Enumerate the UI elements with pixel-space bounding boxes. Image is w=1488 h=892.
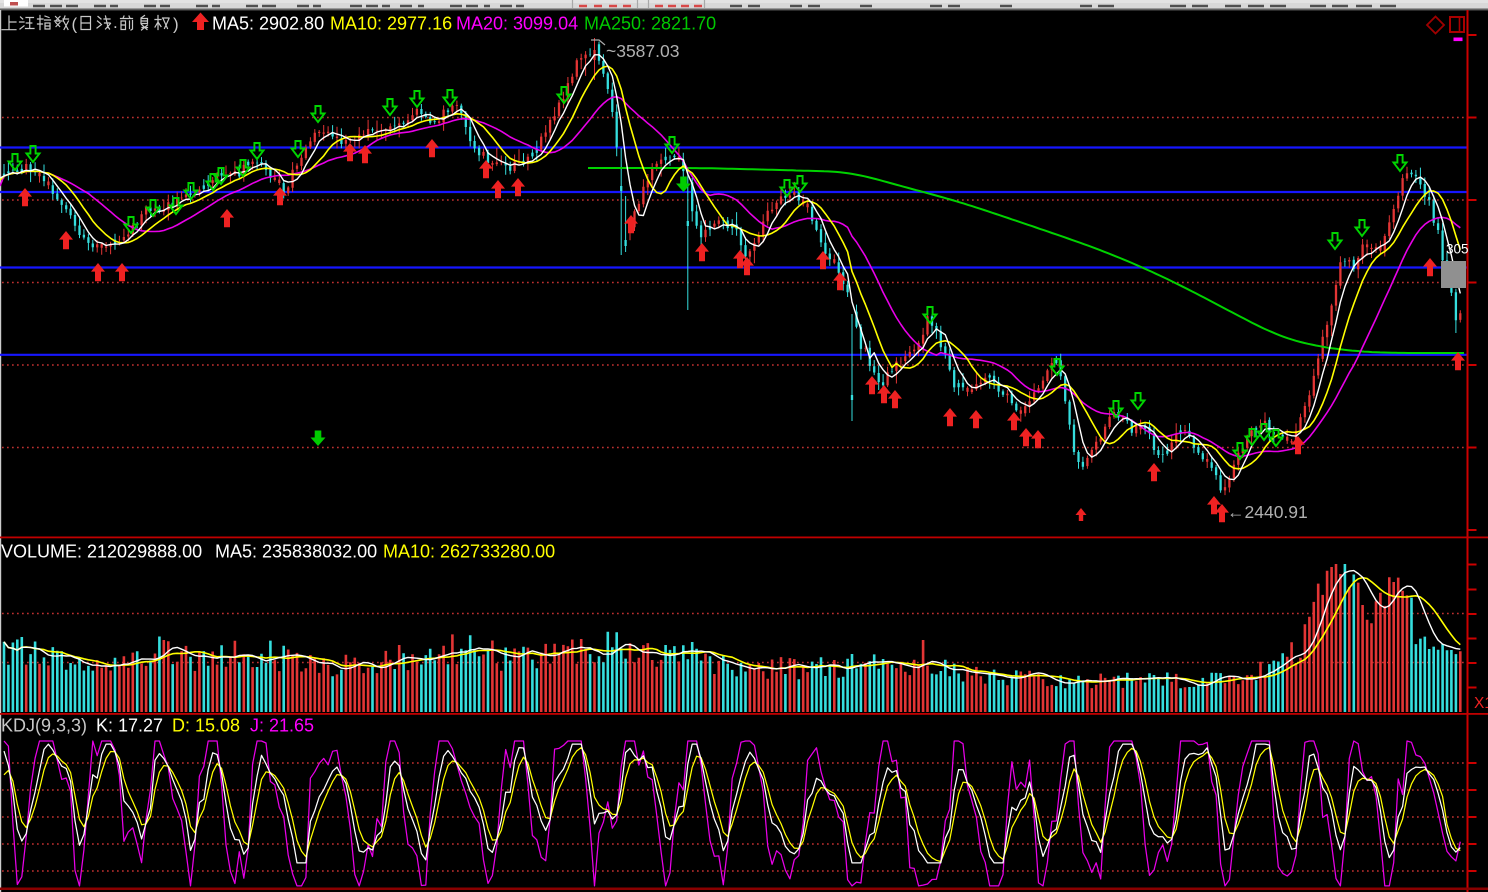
svg-text:MA250: 2821.70: MA250: 2821.70 xyxy=(584,14,716,34)
svg-text:MA10: 262733280.00: MA10: 262733280.00 xyxy=(383,542,555,562)
svg-text:←2440.91: ←2440.91 xyxy=(1227,502,1308,522)
svg-text:K: 17.27: K: 17.27 xyxy=(96,716,163,736)
svg-text:MA5: 2902.80: MA5: 2902.80 xyxy=(212,14,324,34)
svg-text:MA20: 3099.04: MA20: 3099.04 xyxy=(456,14,578,34)
svg-text:305: 305 xyxy=(1446,242,1469,257)
svg-text:(: ( xyxy=(72,15,78,34)
svg-text:.: . xyxy=(113,13,118,32)
svg-text:VOLUME: 212029888.00: VOLUME: 212029888.00 xyxy=(1,542,202,562)
svg-text:X1: X1 xyxy=(1474,695,1488,712)
svg-text:~3587.03: ~3587.03 xyxy=(606,41,679,61)
svg-text:): ) xyxy=(173,15,179,34)
svg-text:KDJ(9,3,3): KDJ(9,3,3) xyxy=(1,716,87,736)
svg-text:D: 15.08: D: 15.08 xyxy=(172,716,240,736)
svg-text:MA5: 235838032.00: MA5: 235838032.00 xyxy=(215,542,377,562)
svg-text:J: 21.65: J: 21.65 xyxy=(250,716,314,736)
svg-text:MA10: 2977.16: MA10: 2977.16 xyxy=(330,14,452,34)
